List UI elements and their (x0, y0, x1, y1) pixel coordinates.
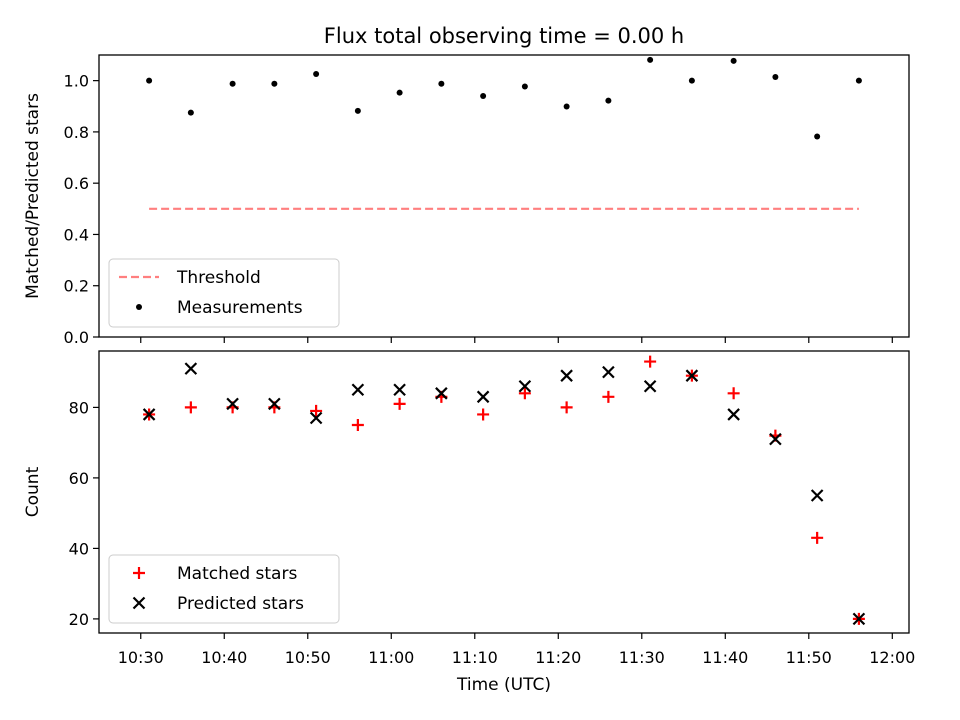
matched-star-point (310, 404, 323, 417)
legend-label: Predicted stars (177, 594, 304, 614)
bottom-panel: 20 40 60 80 10:30 10:40 10:50 11:00 11:10 11:20 11… (23, 350, 916, 695)
matched-star-point (602, 390, 615, 403)
measurement-point (271, 80, 278, 87)
measurement-point (480, 93, 487, 100)
measurement-point (521, 83, 528, 90)
x-tick-label: 11:30 (619, 648, 665, 667)
matched-star-point (184, 401, 197, 414)
predicted-star-point (351, 383, 365, 397)
matched-star-point (518, 387, 531, 400)
legend-label: Measurements (177, 298, 303, 318)
measurement-point (187, 109, 194, 116)
legend-box (108, 554, 340, 624)
measurement-point (730, 57, 737, 64)
legend-matched-handle (133, 567, 145, 579)
predicted-star-point (142, 408, 156, 421)
predicted-star-point (226, 397, 239, 411)
bottom-y-axis-label: Count (23, 466, 43, 517)
legend-predicted-handle (132, 596, 146, 610)
measurement-point (772, 74, 779, 81)
y-tick-label: 0.8 (64, 123, 89, 142)
predicted-star-point (769, 432, 782, 446)
measurement-point (688, 77, 695, 84)
y-tick-label: 0.4 (64, 225, 89, 244)
x-tick-label: 10:40 (201, 648, 247, 667)
measurement-point (855, 77, 862, 84)
matched-star-point (393, 397, 406, 410)
measurement-point (563, 103, 570, 110)
y-tick-label: 1.0 (64, 72, 89, 91)
x-tick-label: 12:00 (869, 648, 915, 667)
figure-title: Flux total observing time = 0.00 h (324, 24, 684, 48)
predicted-star-point (685, 369, 699, 382)
top-y-axis-label: Matched/Predicted stars (23, 93, 43, 299)
x-tick-label: 11:00 (368, 648, 414, 667)
predicted-star-point (435, 387, 448, 400)
measurement-point (814, 133, 821, 140)
matched-star-point (811, 531, 824, 544)
top-panel-marks (146, 56, 862, 210)
y-tick-label: 80 (69, 398, 89, 417)
measurement-point (354, 107, 361, 114)
y-tick-label: 0.6 (64, 174, 89, 193)
predicted-star-point (184, 362, 198, 375)
matched-star-point (644, 355, 657, 368)
x-axis-label: Time (UTC) (456, 675, 551, 695)
predicted-star-point (727, 408, 740, 421)
predicted-star-point (518, 379, 532, 393)
top-panel: 0.0 0.2 0.4 0.6 0.8 1.0 Matched/Predicted sta… (23, 54, 910, 347)
bottom-legend: Matched stars Predicted stars (108, 554, 340, 624)
predicted-star-point (852, 612, 866, 626)
measurement-point (396, 89, 403, 96)
measurement-point (438, 80, 445, 87)
bottom-panel-frame (98, 350, 910, 634)
matched-star-point (351, 419, 364, 432)
legend-measurement-handle (136, 304, 142, 310)
measurement-point (146, 77, 153, 84)
x-tick-label: 11:50 (786, 648, 832, 667)
matched-star-point (477, 408, 490, 421)
y-tick-label: 20 (69, 610, 89, 629)
measurement-point (229, 80, 236, 87)
measurement-point (313, 70, 320, 77)
x-tick-label: 10:30 (118, 648, 164, 667)
predicted-star-point (810, 489, 824, 502)
y-tick-label: 60 (69, 469, 89, 488)
predicted-star-point (602, 365, 615, 379)
x-tick-label: 11:40 (702, 648, 748, 667)
measurement-point (605, 97, 612, 104)
matched-star-point (560, 401, 573, 414)
predicted-star-point (268, 397, 281, 411)
top-panel-ticks: 0.0 0.2 0.4 0.6 0.8 1.0 (64, 72, 893, 347)
y-tick-label: 0.2 (64, 277, 89, 296)
predicted-star-point (476, 390, 490, 404)
legend-label: Threshold (176, 268, 261, 288)
legend-box (108, 258, 340, 328)
x-tick-label: 11:20 (535, 648, 581, 667)
predicted-star-point (643, 379, 657, 393)
y-tick-label: 40 (69, 539, 89, 558)
bottom-panel-marks (142, 355, 866, 626)
x-tick-label: 10:50 (285, 648, 331, 667)
predicted-star-point (309, 411, 323, 425)
legend-label: Matched stars (177, 564, 297, 584)
bottom-panel-ticks: 20 40 60 80 10:30 10:40 10:50 11:00 11:10 11:20 11… (69, 398, 916, 667)
matched-star-point (727, 387, 740, 400)
top-legend: Threshold Measurements (108, 258, 340, 328)
top-panel-frame (98, 54, 910, 338)
predicted-star-point (393, 383, 406, 397)
x-tick-label: 11:10 (452, 648, 498, 667)
predicted-star-point (560, 369, 573, 382)
measurement-point (647, 56, 654, 63)
y-tick-label: 0.0 (64, 328, 89, 347)
